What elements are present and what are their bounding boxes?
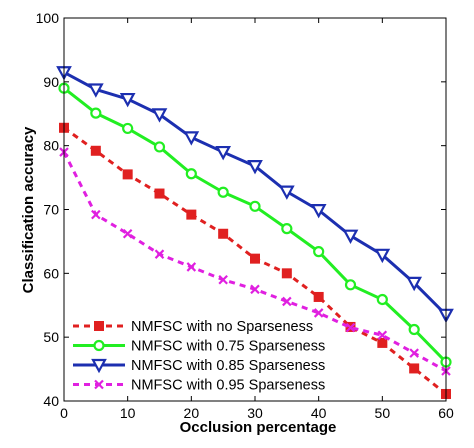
data-point-sparseness-095 (282, 296, 292, 307)
y-tick-label: 80 (43, 138, 59, 154)
data-point-no-sparseness (281, 268, 292, 279)
data-point-sparseness-075 (185, 168, 197, 180)
y-tick-label: 60 (43, 265, 59, 281)
axes-layer: 0 10 20 30 40 50 60 40 50 60 70 80 90 100 (36, 10, 454, 421)
legend-label: NMFSC with no Sparseness (131, 319, 313, 335)
data-point-sparseness-085 (310, 204, 327, 219)
data-point-no-sparseness (218, 228, 229, 239)
data-point-sparseness-075 (249, 200, 261, 212)
data-point-sparseness-075 (376, 293, 388, 306)
data-point-sparseness-075 (313, 246, 325, 258)
data-point-sparseness-085 (247, 159, 263, 175)
legend-item-sparseness-095: NMFSC with 0.95 Sparseness (73, 378, 325, 394)
legend-item-sparseness-085: NMFSC with 0.85 Sparseness (73, 358, 325, 374)
x-tick-label: 0 (60, 405, 68, 421)
data-point-sparseness-095 (409, 348, 419, 358)
series-sparseness-085 (56, 66, 454, 324)
y-tick-label: 90 (43, 74, 59, 90)
data-point-no-sparseness (186, 209, 197, 220)
legend-label: NMFSC with 0.95 Sparseness (131, 378, 325, 394)
data-point-no-sparseness (377, 337, 388, 348)
legend-label: NMFSC with 0.75 Sparseness (131, 339, 325, 355)
data-point-sparseness-095 (250, 284, 260, 295)
data-point-sparseness-095 (154, 249, 165, 259)
x-tick-label: 20 (184, 405, 200, 421)
x-tick-label: 60 (438, 405, 454, 421)
x-axis-title: Occlusion percentage (180, 419, 337, 436)
legend-label: NMFSC with 0.85 Sparseness (131, 358, 325, 374)
legend: NMFSC with no Sparseness NMFSC with 0.75 … (73, 319, 325, 394)
series-layer (56, 66, 454, 399)
legend-item-no-sparseness: NMFSC with no Sparseness (73, 319, 313, 335)
data-point-sparseness-075 (153, 141, 166, 153)
data-point-sparseness-095 (186, 262, 197, 272)
data-point-sparseness-085 (183, 131, 200, 146)
data-point-sparseness-085 (119, 92, 136, 108)
legend-swatch-marker (94, 321, 104, 331)
data-point-sparseness-095 (345, 322, 356, 333)
legend-swatch-marker (91, 358, 107, 374)
series-sparseness-095 (59, 147, 451, 376)
data-point-sparseness-075 (90, 107, 102, 119)
y-tick-label: 70 (43, 202, 59, 218)
data-point-sparseness-075 (344, 279, 357, 291)
data-point-no-sparseness (250, 253, 260, 264)
data-point-sparseness-085 (342, 229, 359, 244)
data-point-no-sparseness (122, 169, 133, 180)
data-point-no-sparseness (90, 145, 101, 156)
data-point-no-sparseness (409, 363, 420, 374)
y-tick-label: 100 (36, 10, 60, 26)
data-point-sparseness-085 (151, 108, 168, 123)
legend-item-sparseness-075: NMFSC with 0.75 Sparseness (73, 339, 325, 355)
data-point-sparseness-095 (91, 209, 101, 220)
x-tick-label: 50 (375, 405, 391, 421)
data-point-no-sparseness (154, 188, 165, 199)
legend-swatch-marker (93, 339, 105, 352)
y-tick-label: 50 (43, 329, 59, 345)
legend-swatch-marker (94, 379, 104, 390)
data-point-sparseness-085 (374, 248, 391, 264)
series-sparseness-075 (58, 82, 452, 368)
data-point-sparseness-095 (122, 228, 133, 239)
x-tick-label: 40 (311, 405, 327, 421)
data-point-sparseness-085 (215, 145, 232, 161)
data-point-sparseness-085 (87, 83, 104, 98)
data-point-sparseness-095 (313, 308, 324, 318)
y-tick-label: 40 (43, 393, 59, 409)
data-point-sparseness-095 (218, 274, 228, 285)
y-axis-title: Classification accuracy (20, 126, 37, 293)
data-point-sparseness-075 (122, 122, 134, 135)
data-point-sparseness-085 (278, 185, 295, 200)
data-point-sparseness-075 (217, 186, 229, 198)
data-point-sparseness-085 (406, 276, 423, 292)
data-point-sparseness-075 (281, 223, 293, 235)
data-point-sparseness-075 (408, 323, 420, 336)
data-point-no-sparseness (313, 291, 324, 302)
data-point-sparseness-095 (377, 330, 388, 341)
x-tick-label: 30 (247, 405, 263, 421)
x-tick-label: 10 (120, 405, 136, 421)
